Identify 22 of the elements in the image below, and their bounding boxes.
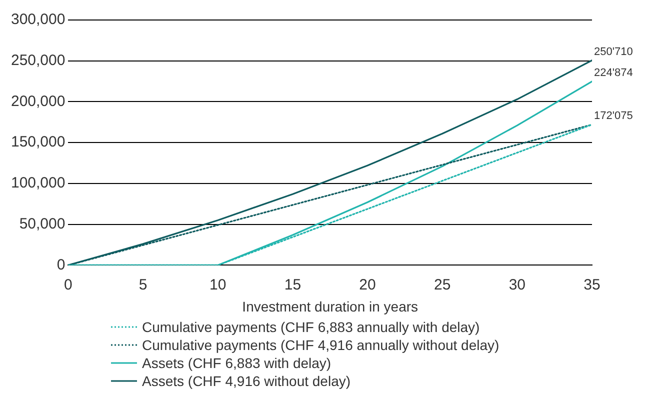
x-tick-label: 30 [508,276,526,294]
x-axis-title: Investment duration in years [242,298,418,314]
data-label: 172'075 [594,110,633,122]
x-tick-label: 10 [210,276,226,294]
x-tick-label: 5 [138,276,148,294]
legend-label: Assets (CHF 6,883 with delay) [142,354,332,372]
data-label: 224'874 [594,66,633,79]
y-tick-label: 300,000 [10,11,66,28]
y-tick-label: 100,000 [10,174,66,192]
y-tick-label: 50,000 [19,215,66,232]
y-tick-label: 200,000 [10,92,66,110]
y-tick-label: 0 [56,256,66,274]
y-tick-label: 150,000 [10,134,66,151]
x-tick-label: 25 [434,276,451,294]
legend-label: Cumulative payments (CHF 6,883 annually with delay) [142,318,480,336]
x-tick-label: 20 [359,276,376,294]
x-tick-label: 15 [284,276,302,294]
x-tick-label: 35 [584,276,600,294]
legend-label: Assets (CHF 4,916 without delay) [142,372,351,390]
y-tick-label: 250,000 [10,52,66,70]
data-label: 250'710 [594,46,633,58]
legend-label: Cumulative payments (CHF 4,916 annually without delay) [142,336,500,354]
